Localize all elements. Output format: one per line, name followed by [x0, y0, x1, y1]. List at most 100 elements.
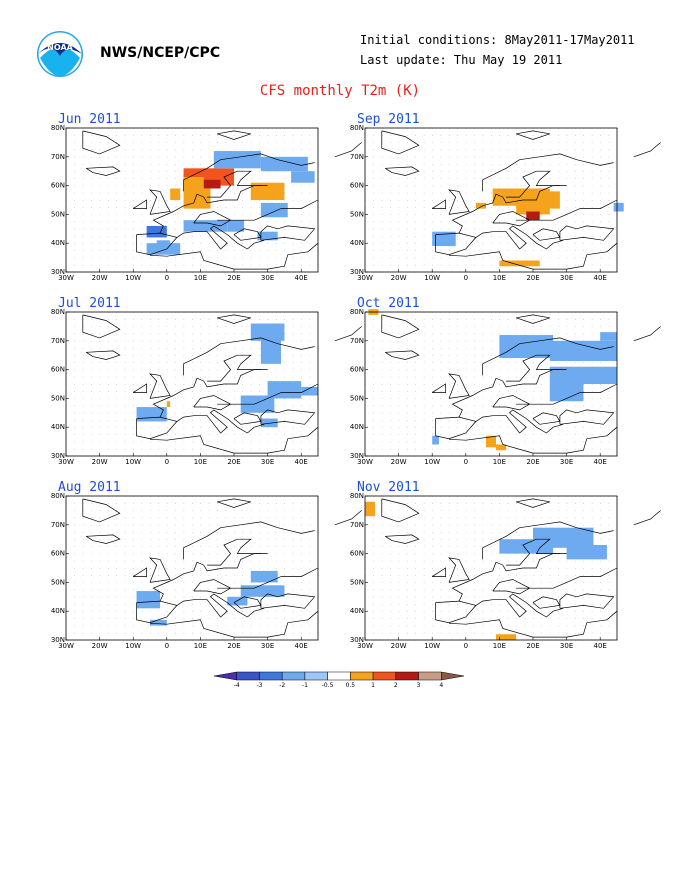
grid-dot: [284, 524, 285, 526]
grid-dot: [499, 560, 500, 562]
grid-dot: [457, 355, 458, 356]
grid-dot: [141, 156, 143, 158]
grid-dot: [381, 546, 383, 547]
grid-dot: [99, 369, 101, 371]
grid-dot: [108, 355, 109, 356]
grid-dot: [225, 524, 227, 526]
grid-dot: [183, 412, 185, 414]
grid-dot: [549, 604, 551, 605]
grid-dot: [558, 604, 559, 605]
grid-dot: [558, 156, 559, 158]
grid-dot: [183, 448, 185, 450]
grid-dot: [99, 539, 101, 540]
grid-dot: [432, 192, 433, 194]
grid-dot: [507, 412, 509, 414]
grid-dot: [390, 250, 391, 251]
grid-dot: [457, 236, 458, 237]
grid-dot: [175, 582, 176, 583]
grid-dot: [516, 510, 517, 511]
grid-dot: [449, 142, 450, 143]
grid-dot: [99, 200, 101, 201]
grid-dot: [192, 632, 193, 634]
grid-dot: [423, 236, 425, 237]
grid-dot: [116, 348, 117, 349]
lat-tick-label: 30N: [350, 268, 364, 276]
grid-dot: [474, 192, 475, 194]
grid-dot: [183, 135, 185, 136]
grid-dot: [242, 214, 243, 215]
grid-dot: [449, 355, 450, 356]
grid-dot: [390, 192, 391, 194]
grid-dot: [507, 632, 509, 634]
grid-dot: [192, 142, 193, 143]
coastline: [506, 538, 560, 566]
coastline: [448, 435, 588, 454]
grid-dot: [474, 142, 475, 143]
grid-dot: [398, 434, 400, 435]
grid-dot: [267, 412, 269, 414]
grid-dot: [192, 319, 193, 320]
grid-dot: [183, 625, 185, 627]
grid-dot: [507, 142, 509, 143]
panel-month-label: Aug 2011: [58, 480, 121, 495]
grid-dot: [533, 503, 534, 504]
grid-dot: [124, 434, 126, 435]
grid-dot: [449, 340, 450, 342]
grid-dot: [373, 192, 374, 194]
grid-dot: [284, 135, 285, 136]
grid-dot: [124, 319, 126, 320]
grid-dot: [449, 264, 450, 266]
grid-dot: [166, 264, 168, 266]
grid-dot: [566, 185, 568, 187]
grid-dot: [575, 362, 576, 363]
grid-dot: [175, 362, 176, 363]
grid-dot: [225, 575, 227, 576]
grid-dot: [99, 589, 101, 591]
grid-dot: [242, 319, 243, 320]
grid-dot: [284, 604, 285, 605]
grid-dot: [583, 192, 584, 194]
grid-dot: [292, 319, 294, 320]
grid-dot: [415, 192, 416, 194]
grid-dot: [292, 568, 294, 569]
grid-dot: [600, 618, 601, 619]
grid-dot: [457, 398, 458, 399]
grid-dot: [608, 326, 610, 327]
grid-dot: [175, 568, 176, 569]
grid-dot: [284, 560, 285, 562]
grid-dot: [507, 228, 509, 230]
grid-dot: [398, 200, 400, 201]
grid-dot: [116, 333, 117, 335]
grid-dot: [381, 348, 383, 349]
grid-dot: [524, 236, 526, 237]
grid-dot: [449, 448, 450, 450]
grid-dot: [116, 532, 117, 533]
grid-dot: [242, 236, 243, 237]
grid-dot: [91, 420, 92, 421]
grid-dot: [583, 524, 584, 526]
grid-dot: [575, 405, 576, 407]
grid-dot: [200, 156, 201, 158]
grid-dot: [600, 243, 601, 244]
grid-dot: [175, 503, 176, 504]
grid-dot: [133, 604, 134, 605]
grid-dot: [74, 384, 75, 385]
grid-dot: [108, 604, 109, 605]
grid-dot: [591, 171, 593, 172]
grid-dot: [373, 448, 374, 450]
grid-dot: [250, 611, 252, 612]
grid-dot: [407, 546, 408, 547]
grid-dot: [234, 546, 235, 547]
grid-dot: [449, 405, 450, 407]
grid-dot: [259, 427, 260, 428]
grid-dot: [116, 376, 117, 378]
grid-dot: [234, 618, 235, 619]
lon-tick-label: 30E: [261, 458, 274, 466]
grid-dot: [158, 582, 159, 583]
grid-dot: [398, 236, 400, 237]
lon-tick-label: 20W: [391, 274, 407, 282]
grid-dot: [259, 384, 260, 385]
grid-dot: [158, 524, 159, 526]
grid-dot: [600, 214, 601, 215]
grid-dot: [465, 207, 467, 208]
